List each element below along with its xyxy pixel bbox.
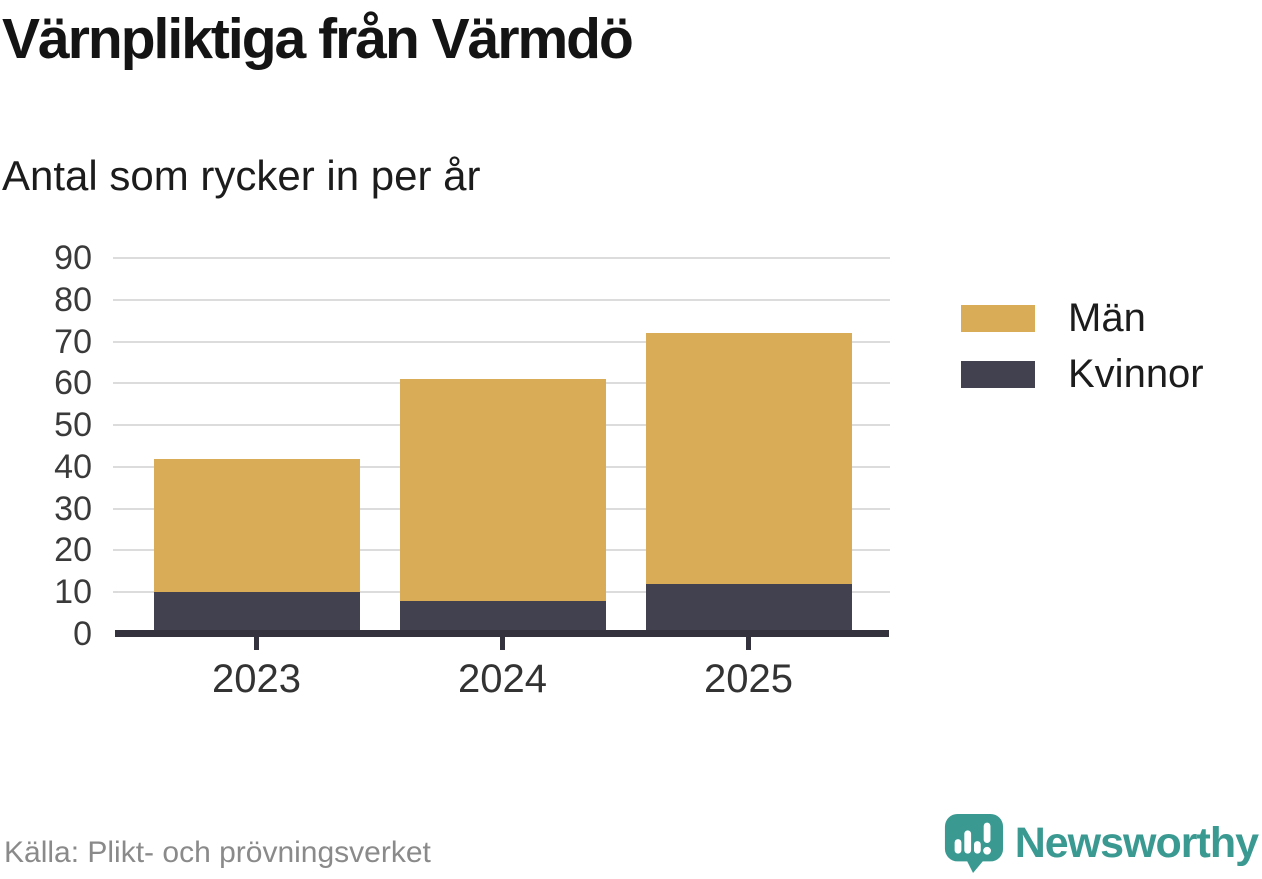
x-tick-2025 [746, 637, 751, 650]
gridline-90 [113, 257, 890, 259]
brand-logo: Newsworthy [943, 812, 1259, 874]
y-tick-label-50: 50 [54, 406, 92, 445]
bar-segment-2023-män [153, 458, 360, 593]
legend: Män Kvinnor [961, 295, 1204, 397]
x-tick-label-2024: 2024 [458, 657, 547, 701]
y-tick-label-60: 60 [54, 364, 92, 403]
x-tick-2024 [500, 637, 505, 650]
y-tick-label-0: 0 [73, 615, 92, 653]
x-tick-2023 [254, 637, 259, 650]
y-tick-label-20: 20 [54, 531, 92, 570]
x-tick-label-2023: 2023 [212, 657, 301, 701]
legend-label-men: Män [1068, 295, 1146, 340]
x-axis-line [115, 630, 889, 637]
y-tick-label-70: 70 [54, 322, 92, 361]
y-tick-label-90: 90 [54, 239, 92, 277]
bar-segment-2024-män [399, 379, 606, 601]
chart-subtitle: Antal som rycker in per år [2, 152, 481, 199]
bar-segment-2025-män [645, 333, 852, 584]
legend-item-women: Kvinnor [961, 351, 1204, 397]
y-tick-label-30: 30 [54, 489, 92, 528]
y-tick-label-10: 10 [54, 573, 92, 612]
bar-segment-2024-kvinnor [399, 600, 606, 634]
brand-wordmark: Newsworthy [1014, 818, 1259, 867]
gridline-80 [113, 298, 890, 301]
bar-segment-2025-kvinnor [645, 583, 852, 634]
gridline-70 [113, 340, 890, 343]
legend-label-women: Kvinnor [1068, 351, 1204, 396]
chart-title: Värnpliktiga från Värmdö [2, 7, 634, 71]
legend-item-men: Män [961, 295, 1204, 341]
y-tick-label-80: 80 [54, 280, 92, 319]
legend-swatch-women [961, 360, 1035, 388]
source-text: Källa: Plikt- och prövningsverket [4, 836, 431, 869]
legend-swatch-men [961, 304, 1035, 332]
bar-segment-2023-kvinnor [153, 592, 360, 634]
newsworthy-icon [943, 812, 1005, 874]
x-tick-label-2025: 2025 [704, 657, 793, 701]
y-tick-label-40: 40 [54, 447, 92, 486]
